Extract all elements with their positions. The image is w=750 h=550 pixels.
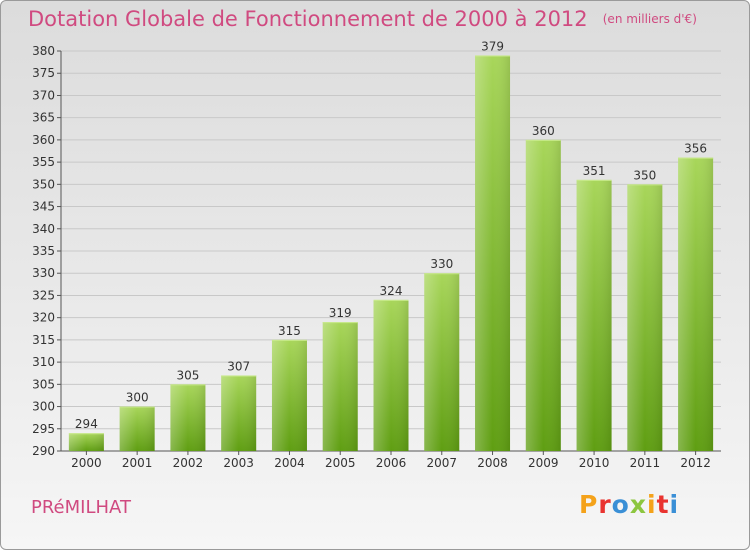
- bar-shading: [373, 299, 409, 451]
- x-tick-label: 2005: [325, 456, 356, 470]
- bar-shading: [525, 139, 561, 451]
- data-label: 315: [278, 324, 301, 338]
- data-label: 356: [684, 142, 707, 156]
- x-tick-label: 2004: [274, 456, 305, 470]
- bar-shading: [221, 375, 257, 451]
- x-tick-label: 2006: [376, 456, 407, 470]
- bar-shading: [627, 184, 663, 452]
- data-label: 324: [380, 284, 403, 298]
- y-tick-label: 335: [32, 244, 55, 258]
- bar-shading: [424, 273, 460, 451]
- y-tick-label: 325: [32, 288, 55, 302]
- bar-shading: [678, 157, 714, 451]
- y-tick-label: 320: [32, 311, 55, 325]
- y-tick-label: 345: [32, 200, 55, 214]
- x-tick-label: 2007: [426, 456, 457, 470]
- y-tick-label: 290: [32, 444, 55, 458]
- logo-letter: x: [629, 490, 647, 519]
- y-tick-label: 365: [32, 111, 55, 125]
- y-tick-label: 315: [32, 333, 55, 347]
- y-tick-label: 375: [32, 66, 55, 80]
- logo-letter: P: [579, 490, 599, 519]
- bar-shading: [170, 384, 206, 451]
- x-tick-label: 2010: [579, 456, 610, 470]
- y-tick-label: 370: [32, 88, 55, 102]
- y-tick-label: 300: [32, 400, 55, 414]
- data-label: 379: [481, 39, 504, 53]
- bar-shading: [322, 322, 358, 451]
- data-label: 300: [126, 391, 149, 405]
- bar-shading: [576, 179, 612, 451]
- y-tick-label: 295: [32, 422, 55, 436]
- bar-shading: [68, 433, 104, 451]
- data-label: 360: [532, 124, 555, 138]
- logo-letter: t: [656, 490, 670, 519]
- x-tick-label: 2003: [223, 456, 254, 470]
- y-tick-label: 310: [32, 355, 55, 369]
- logo-letter: r: [598, 490, 612, 519]
- title-row: Dotation Globale de Fonctionnement de 20…: [28, 7, 697, 31]
- chart-unit-label: (en milliers d'€): [602, 12, 697, 26]
- y-tick-label: 380: [32, 44, 55, 58]
- x-tick-label: 2012: [680, 456, 711, 470]
- y-tick-label: 350: [32, 177, 55, 191]
- y-tick-label: 340: [32, 222, 55, 236]
- data-label: 319: [329, 306, 352, 320]
- x-tick-label: 2001: [122, 456, 153, 470]
- y-tick-label: 360: [32, 133, 55, 147]
- bar-shading: [119, 406, 155, 451]
- data-label: 350: [633, 168, 656, 182]
- axes: 290 295 300 305 310 315 320 325 330 335 340 345 350 3…: [32, 44, 721, 470]
- data-label: 294: [75, 417, 98, 431]
- data-labels: 294 300 305 307 315 319 324 330 379 360 351 350 356: [75, 39, 707, 431]
- bar-shading: [271, 339, 307, 451]
- data-label: 307: [227, 359, 250, 373]
- x-tick-label: 2000: [71, 456, 102, 470]
- data-label: 330: [430, 257, 453, 271]
- x-tick-label: 2009: [528, 456, 559, 470]
- data-label: 305: [176, 368, 199, 382]
- y-tick-label: 330: [32, 266, 55, 280]
- y-tick-label: 355: [32, 155, 55, 169]
- y-tick-label: 305: [32, 377, 55, 391]
- chart-title: Dotation Globale de Fonctionnement de 20…: [28, 7, 588, 31]
- x-tick-label: 2008: [477, 456, 508, 470]
- bars: [68, 55, 714, 452]
- x-tick-label: 2002: [173, 456, 204, 470]
- bar-shading: [475, 55, 511, 451]
- data-label: 351: [583, 164, 606, 178]
- logo-letter: o: [611, 490, 630, 519]
- logo-letter: i: [647, 490, 657, 519]
- x-tick-label: 2011: [630, 456, 661, 470]
- logo-letter: i: [669, 490, 680, 519]
- proxiti-logo: Proxiti: [579, 490, 679, 519]
- commune-name: PRéMILHAT: [31, 497, 131, 518]
